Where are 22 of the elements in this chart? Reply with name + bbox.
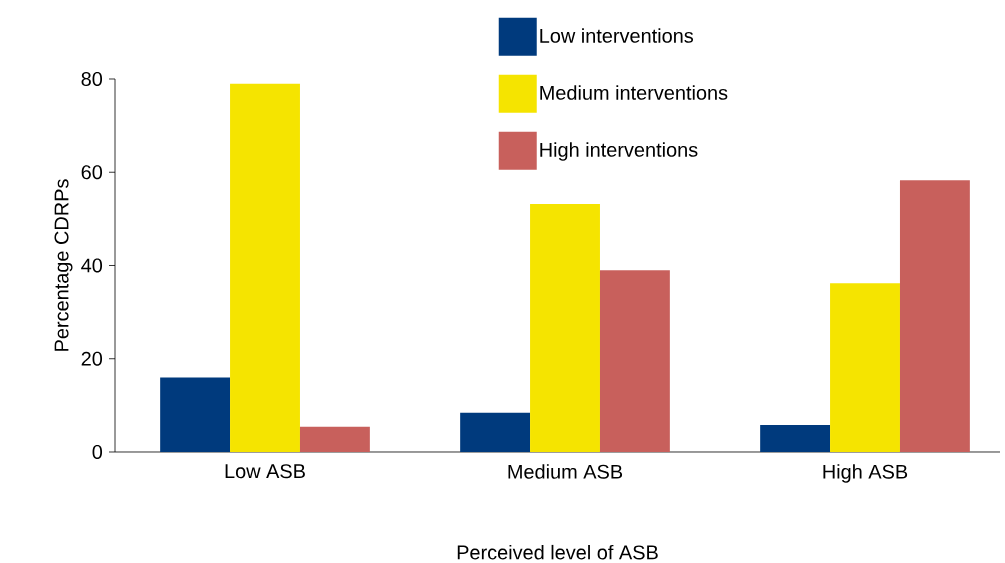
bar — [299, 426, 370, 452]
legend-label: Medium interventions — [540, 85, 728, 100]
legend-label: Low interventions — [540, 28, 694, 43]
y-tick-label: 20 — [81, 351, 103, 366]
bar — [530, 203, 600, 452]
x-tick-label: Medium ASB — [508, 464, 623, 479]
bar — [830, 283, 900, 452]
y-axis-title: Percentage CDRPs — [54, 179, 73, 351]
bar — [230, 83, 300, 452]
y-tick-label: 60 — [81, 165, 103, 180]
x-axis-title: Perceived level of ASB — [457, 544, 658, 560]
legend-label: High interventions — [540, 142, 698, 161]
y-tick-label: 0 — [92, 444, 103, 460]
y-tick-label: 40 — [81, 258, 103, 273]
bar — [599, 270, 670, 452]
x-tick-label: Low ASB — [225, 464, 305, 479]
bar — [160, 377, 231, 452]
bar — [460, 412, 531, 452]
y-tick-label: 80 — [81, 71, 103, 87]
x-tick-label: High ASB — [823, 464, 908, 483]
bar — [760, 424, 831, 452]
bar — [899, 180, 970, 452]
